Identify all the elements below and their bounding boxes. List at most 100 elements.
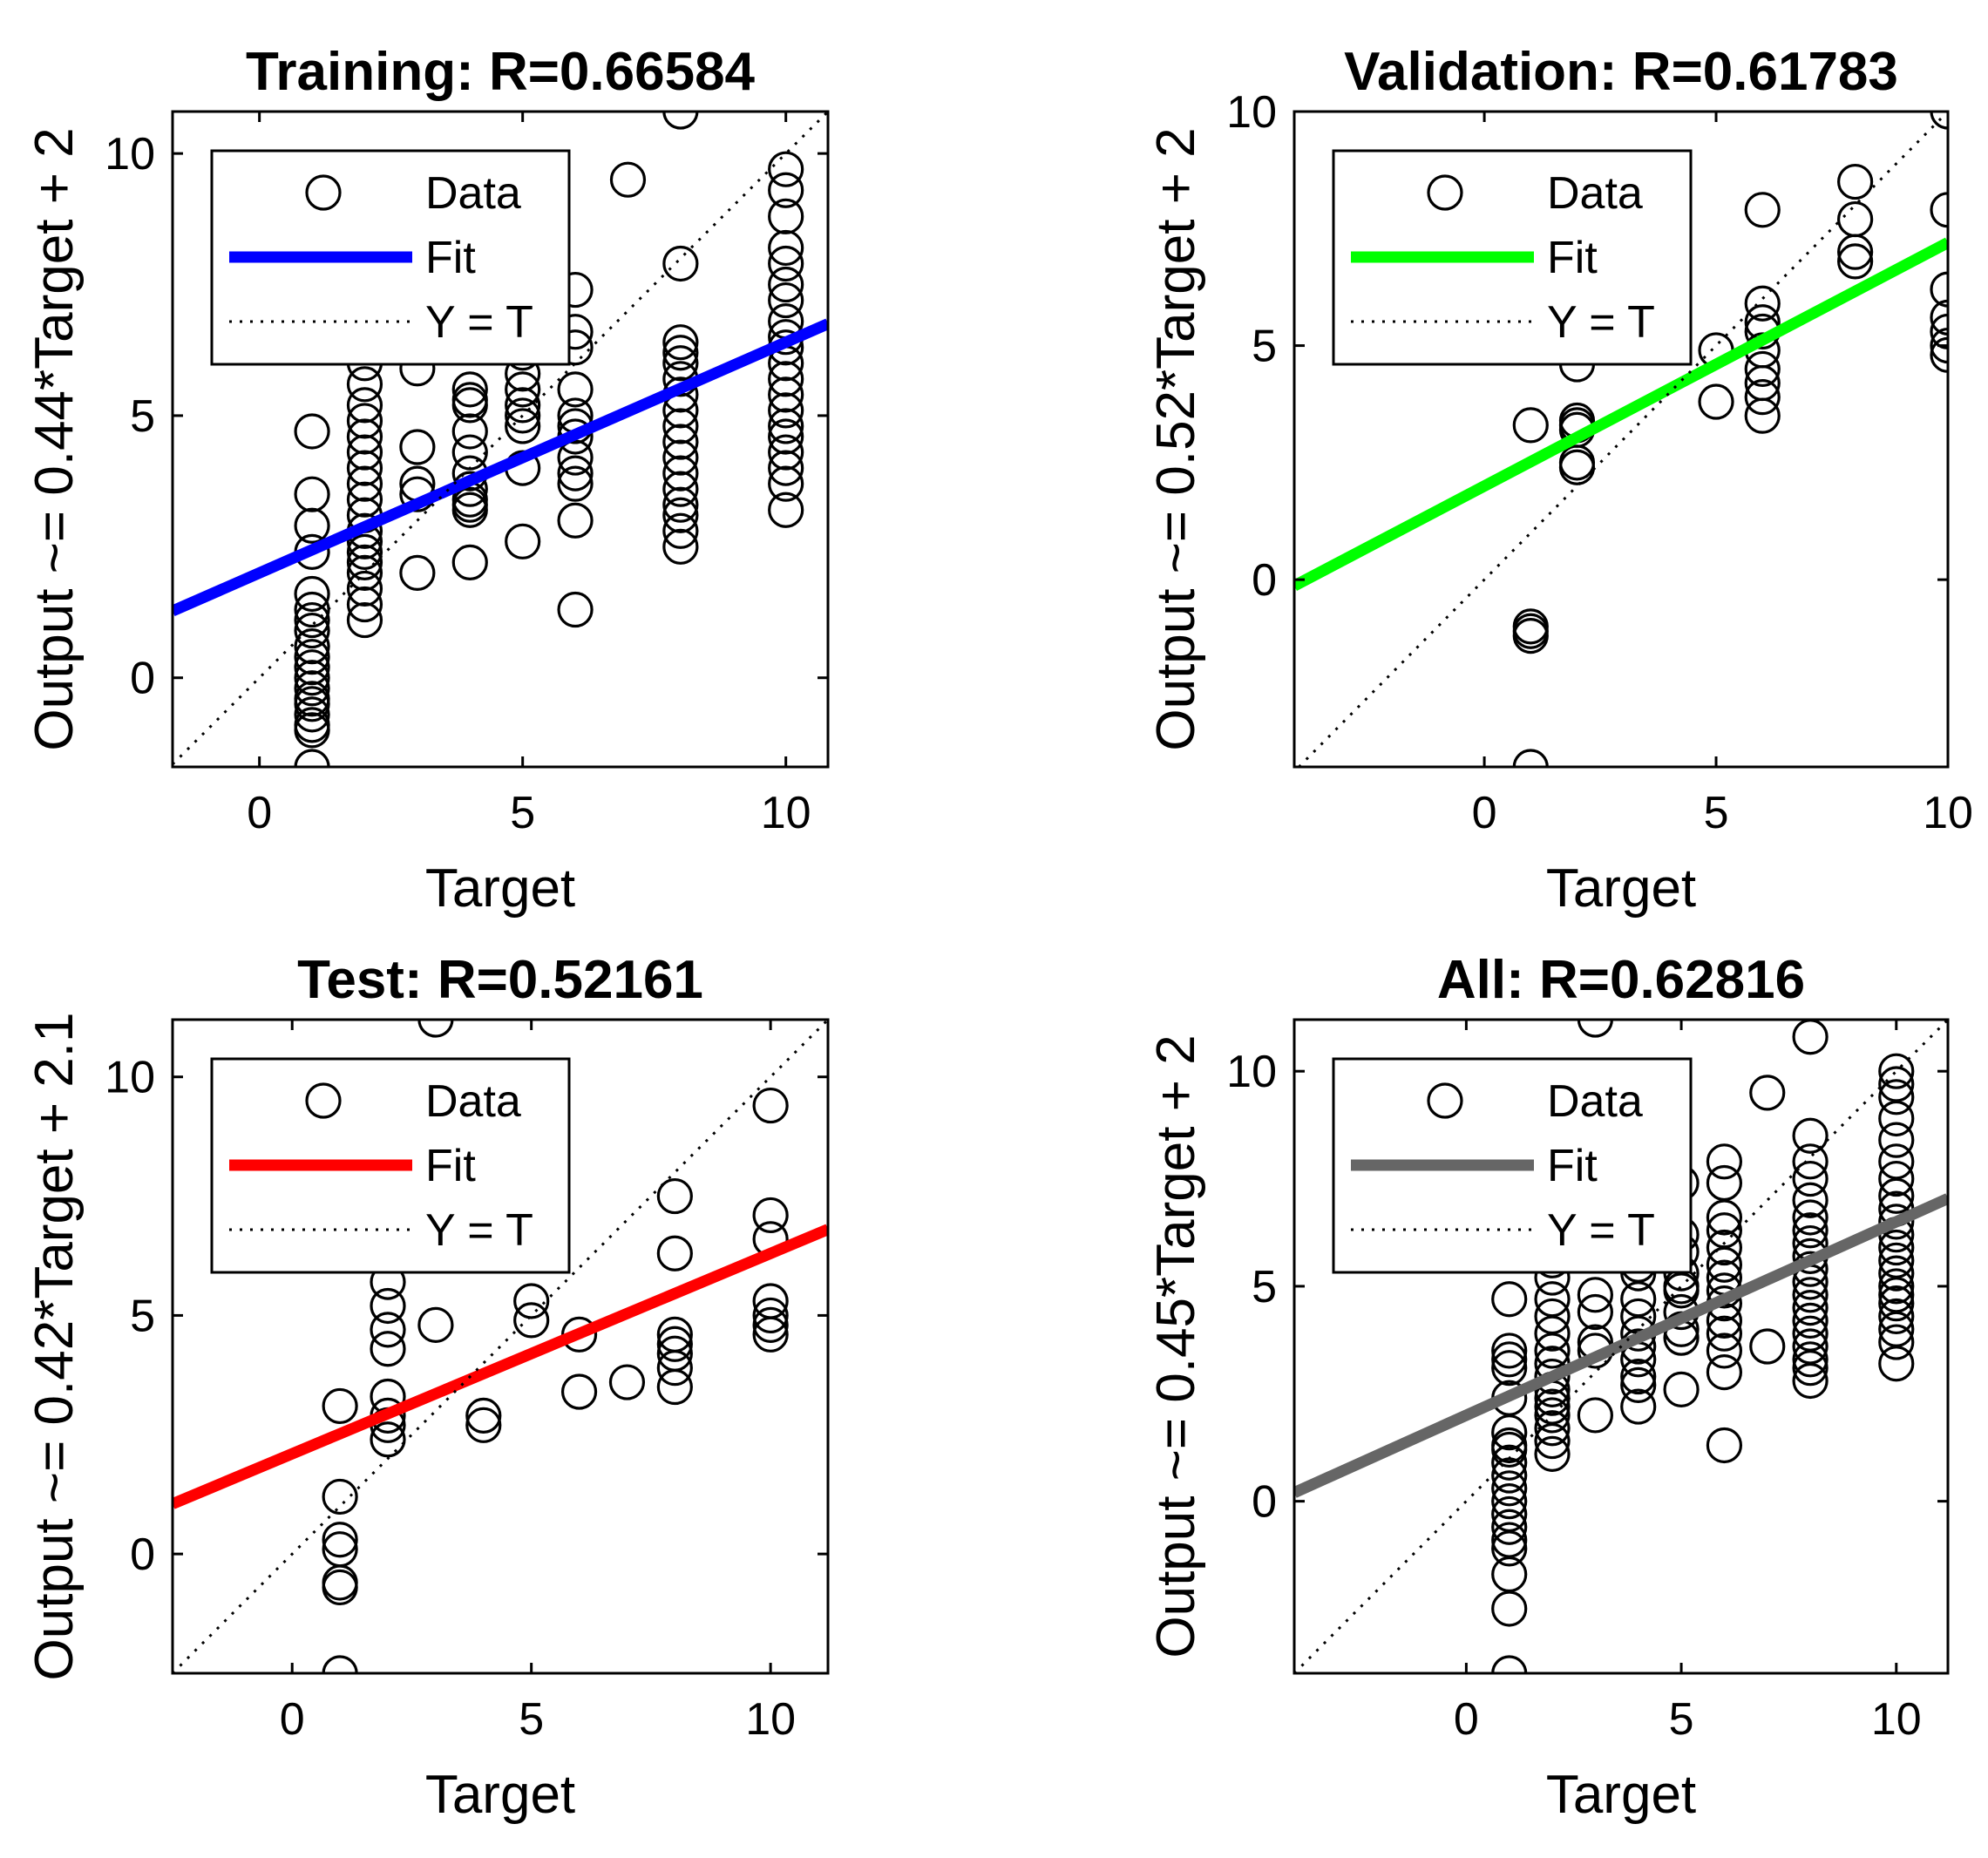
data-point: [1706, 1143, 1743, 1180]
data-point: [1491, 1530, 1528, 1567]
legend-label: Y = T: [425, 297, 533, 348]
y-tick-label: 10: [105, 129, 155, 180]
identity-line: [173, 112, 828, 766]
axes-box: [171, 1018, 830, 1675]
data-point: [752, 1197, 789, 1234]
data-point: [1534, 1422, 1571, 1460]
data-point: [1792, 1212, 1829, 1249]
y-tick-label: 10: [105, 1053, 155, 1103]
data-point: [1744, 192, 1781, 228]
data-point: [1792, 1182, 1829, 1218]
y-tick-label: 0: [1252, 1477, 1277, 1528]
data-point: [557, 371, 594, 408]
data-point: [1663, 1371, 1700, 1407]
data-point: [768, 172, 804, 208]
data-point: [294, 639, 330, 675]
data-point: [1930, 313, 1948, 350]
data-point: [1878, 1298, 1915, 1335]
data-point: [768, 266, 804, 303]
data-point: [294, 649, 330, 686]
data-point: [1620, 1358, 1657, 1395]
data-point: [768, 492, 804, 528]
data-point: [1837, 243, 1874, 280]
data-point: [768, 376, 804, 413]
data-point: [662, 471, 699, 507]
x-axis-label: Target: [1546, 858, 1696, 919]
data-point: [662, 512, 699, 549]
panel-1: 0 5 10 0 5 10 Training: R=0.66584 Target Output …: [24, 42, 830, 919]
data-point: [662, 245, 699, 282]
data-point: [1491, 1483, 1528, 1520]
lines: [1294, 112, 1948, 767]
data-point: [417, 1020, 454, 1038]
data-point: [1792, 1277, 1829, 1313]
data-point: [1930, 271, 1948, 308]
data-point: [1663, 1272, 1700, 1309]
data-point: [322, 1387, 358, 1425]
y-axis-label: Output ~= 0.42*Target + 2.1: [24, 1013, 85, 1681]
data-point: [656, 1177, 693, 1215]
data-point: [609, 161, 647, 198]
data-point: [294, 575, 330, 613]
data-point: [1878, 1324, 1915, 1360]
y-axis-label: Output ~= 0.44*Target + 2: [24, 127, 85, 750]
data-point: [1792, 1143, 1829, 1180]
data-point: [557, 439, 594, 476]
data-point: [1577, 1277, 1613, 1313]
data-point: [768, 392, 804, 429]
y-tick-label: 5: [130, 1291, 155, 1341]
data-point: [346, 450, 383, 486]
y-tick-label: 5: [1252, 322, 1277, 372]
data-point: [1792, 1160, 1829, 1197]
data-point: [505, 387, 541, 424]
x-tick-label: 5: [519, 1694, 544, 1745]
y-tick-label: 0: [1252, 555, 1277, 606]
y-axis-label: Output ~= 0.45*Target + 2: [1146, 1034, 1206, 1658]
panel-4: 0 5 10 0 5 10 All: R=0.62816 Target Output ~= 0.…: [1146, 950, 1950, 1825]
data-point: [294, 601, 330, 639]
x-tick-label: 5: [1704, 788, 1729, 838]
data-point: [346, 418, 383, 455]
data-point: [370, 1421, 406, 1458]
data-point: [768, 465, 804, 502]
legend-label: Data: [425, 1076, 521, 1127]
data-point: [1792, 1289, 1829, 1326]
data-point: [656, 1368, 693, 1406]
data-point: [662, 324, 699, 361]
data-point: [1792, 1020, 1829, 1055]
data-point: [662, 439, 699, 476]
data-point: [1534, 1435, 1571, 1472]
data-point: [656, 1350, 693, 1387]
data-point: [1878, 1229, 1915, 1266]
data-point: [1706, 1229, 1743, 1266]
data-point: [451, 387, 488, 424]
data-point: [608, 1364, 646, 1400]
data-point: [768, 450, 804, 486]
data-point: [1792, 1341, 1829, 1378]
data-point: [656, 1335, 693, 1372]
data-point: [1491, 1655, 1528, 1673]
data-point: [1512, 749, 1549, 767]
data-point: [1878, 1079, 1915, 1115]
data-point: [346, 586, 383, 623]
data-point: [1491, 1509, 1528, 1545]
data-point: [1534, 1397, 1571, 1434]
legend-label: Fit: [425, 1141, 476, 1191]
data-point: [346, 465, 383, 502]
data-point: [294, 476, 330, 512]
data-points: [322, 1020, 789, 1673]
data-point: [1792, 1199, 1829, 1236]
legend: Data Fit Y = T: [1332, 1057, 1693, 1274]
data-point: [656, 1326, 693, 1362]
data-point: [1792, 1362, 1829, 1400]
legend: Data Fit Y = T: [210, 149, 571, 366]
legend-label: Fit: [425, 233, 476, 283]
data-point: [322, 1522, 358, 1558]
data-point: [1491, 1414, 1528, 1451]
data-points: [294, 112, 804, 767]
data-point: [346, 403, 383, 439]
legend-data-marker: [1427, 1082, 1463, 1119]
chart-title: Validation: R=0.61783: [1344, 42, 1898, 102]
data-point: [346, 387, 383, 424]
data-point: [656, 1235, 693, 1271]
